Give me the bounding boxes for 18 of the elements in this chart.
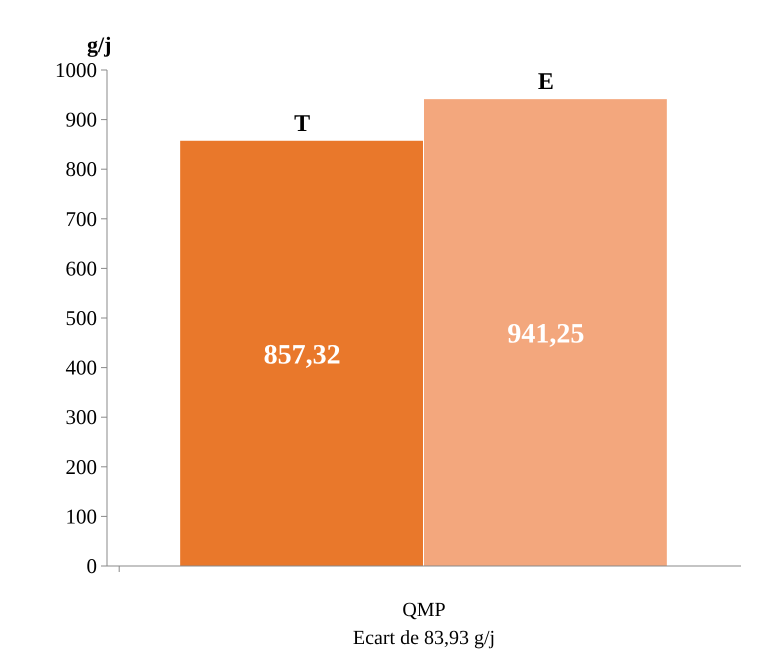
x-tick-label: QMP — [402, 599, 446, 621]
series-label: E — [538, 69, 554, 96]
y-tick-label: 700 — [66, 206, 97, 231]
y-tick-label: 400 — [66, 356, 97, 380]
y-tick-label: 600 — [66, 256, 97, 280]
y-tick-label: 900 — [66, 108, 97, 132]
y-tick-label: 0 — [86, 554, 97, 578]
data-label: 941,25 — [507, 318, 584, 350]
y-tick-label: 200 — [66, 454, 97, 479]
y-tick-label: 300 — [66, 405, 97, 430]
y-axis-title: g/j — [87, 32, 112, 57]
data-label: 857,32 — [264, 339, 341, 370]
y-tick-label: 1000 — [55, 58, 97, 82]
y-tick-label: 500 — [66, 306, 97, 330]
text: Ecart de 83,93 g/j — [352, 627, 496, 649]
y-tick-label: 100 — [66, 504, 97, 528]
y-tick-label: 800 — [66, 157, 97, 182]
series-label: T — [294, 110, 310, 137]
